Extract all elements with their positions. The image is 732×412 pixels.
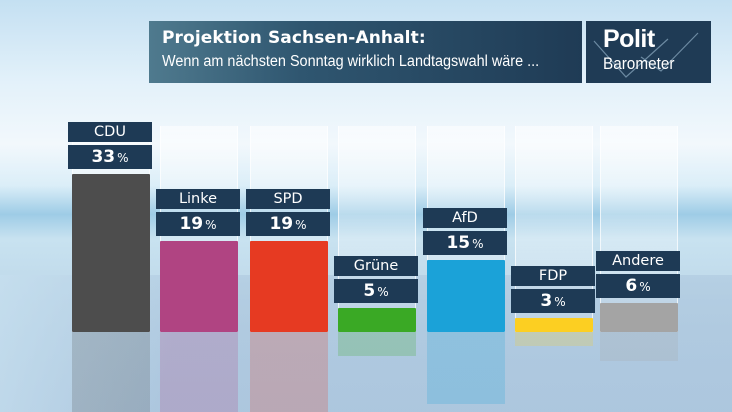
- percent-sign: %: [205, 217, 217, 232]
- bar-reflection: [600, 332, 678, 361]
- percent-sign: %: [554, 294, 566, 309]
- category-label: Grüne: [334, 256, 418, 276]
- category-label: Andere: [596, 251, 680, 272]
- value-number: 15: [446, 233, 471, 253]
- percent-sign: %: [377, 285, 389, 299]
- data-label-value: 33%: [68, 144, 152, 169]
- column-background: [600, 126, 678, 332]
- data-label-value: 15%: [423, 231, 507, 255]
- bar-reflection: [160, 332, 238, 412]
- data-label-value: 19%: [246, 211, 330, 236]
- bar-cdu: [72, 173, 150, 332]
- data-label-value: 5%: [334, 279, 418, 303]
- category-label: Linke: [156, 188, 240, 209]
- bar-spd: [250, 240, 328, 332]
- category-label: AfD: [423, 208, 507, 228]
- politbarometer-logo: Polit Barometer: [586, 21, 711, 83]
- logo-text-barometer: Barometer: [603, 54, 675, 73]
- bar-reflection: [427, 332, 505, 404]
- bar-afd: [427, 260, 505, 332]
- percent-sign: %: [295, 217, 307, 232]
- bar-andere: [600, 303, 678, 332]
- chart-subtitle: Wenn am nächsten Sonntag wirklich Landta…: [162, 53, 540, 70]
- value-number: 5: [363, 281, 376, 301]
- bar-reflection: [72, 332, 150, 412]
- checkmark-icon: [593, 32, 699, 78]
- bar-fdp: [515, 317, 593, 332]
- category-label: SPD: [246, 188, 330, 209]
- bar-linke: [160, 240, 238, 332]
- value-number: 6: [625, 276, 638, 297]
- bar-reflection: [515, 332, 593, 347]
- data-label-value: 3%: [511, 288, 595, 313]
- title-banner: Projektion Sachsen-Anhalt: Wenn am nächs…: [149, 21, 582, 83]
- value-number: 19: [269, 213, 294, 234]
- bar-reflection: [338, 332, 416, 356]
- chart-title: Projektion Sachsen-Anhalt:: [162, 28, 426, 48]
- category-label: CDU: [68, 121, 152, 142]
- logo-text-polit: Polit: [603, 25, 655, 53]
- data-label-value: 19%: [156, 211, 240, 236]
- percent-sign: %: [472, 237, 484, 251]
- bar-reflection: [250, 332, 328, 412]
- value-number: 3: [540, 290, 553, 311]
- data-label-value: 6%: [596, 274, 680, 299]
- bar-grne: [338, 308, 416, 332]
- value-number: 19: [179, 213, 204, 234]
- percent-sign: %: [639, 280, 651, 295]
- category-label: FDP: [511, 265, 595, 286]
- value-number: 33: [91, 146, 116, 167]
- percent-sign: %: [117, 150, 129, 165]
